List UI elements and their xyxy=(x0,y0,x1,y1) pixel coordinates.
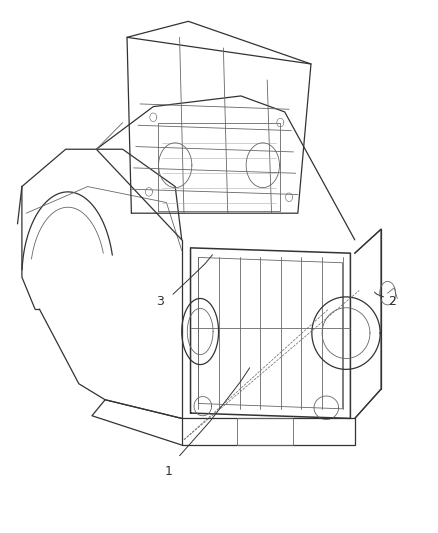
Text: 2: 2 xyxy=(388,295,396,308)
Text: 1: 1 xyxy=(165,465,173,478)
Text: 3: 3 xyxy=(156,295,164,308)
